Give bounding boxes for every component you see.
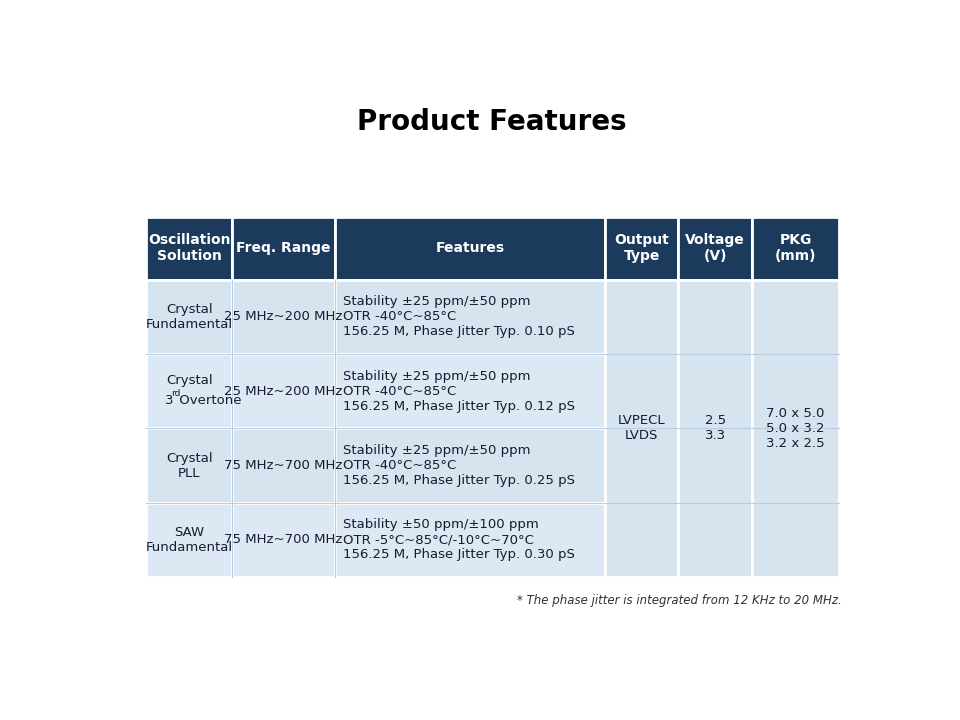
Bar: [146, 354, 232, 428]
Bar: [232, 280, 335, 354]
Text: SAW
Fundamental: SAW Fundamental: [146, 526, 232, 554]
Text: Crystal: Crystal: [166, 374, 212, 387]
Text: Stability ±25 ppm/±50 ppm
OTR -40°C~85°C
156.25 M, Phase Jitter Typ. 0.12 pS: Stability ±25 ppm/±50 ppm OTR -40°C~85°C…: [344, 370, 575, 413]
Text: Freq. Range: Freq. Range: [236, 241, 331, 255]
Bar: [232, 428, 335, 503]
Text: Stability ±25 ppm/±50 ppm
OTR -40°C~85°C
156.25 M, Phase Jitter Typ. 0.10 pS: Stability ±25 ppm/±50 ppm OTR -40°C~85°C…: [344, 295, 575, 338]
Bar: [335, 217, 605, 280]
Text: LVPECL
LVDS: LVPECL LVDS: [618, 415, 665, 442]
Text: * The phase jitter is integrated from 12 KHz to 20 MHz.: * The phase jitter is integrated from 12…: [516, 595, 842, 608]
Text: rd: rd: [171, 389, 180, 398]
Bar: [232, 354, 335, 428]
Text: Output
Type: Output Type: [614, 233, 669, 264]
Text: 25 MHz~200 MHz: 25 MHz~200 MHz: [225, 384, 343, 397]
Text: PKG
(mm): PKG (mm): [775, 233, 816, 264]
Bar: [335, 428, 605, 503]
Bar: [146, 503, 232, 577]
Bar: [335, 503, 605, 577]
Text: 3: 3: [165, 394, 174, 407]
Text: 2.5
3.3: 2.5 3.3: [705, 415, 726, 442]
Text: 25 MHz~200 MHz: 25 MHz~200 MHz: [225, 310, 343, 323]
Bar: [679, 217, 752, 280]
Text: Oscillation
Solution: Oscillation Solution: [148, 233, 230, 264]
Text: 7.0 x 5.0
5.0 x 3.2
3.2 x 2.5: 7.0 x 5.0 5.0 x 3.2 3.2 x 2.5: [766, 407, 825, 450]
Bar: [146, 280, 232, 354]
Bar: [335, 354, 605, 428]
Bar: [752, 280, 839, 577]
Text: Overtone: Overtone: [176, 394, 242, 407]
Bar: [679, 280, 752, 577]
Bar: [605, 280, 679, 577]
Text: Stability ±25 ppm/±50 ppm
OTR -40°C~85°C
156.25 M, Phase Jitter Typ. 0.25 pS: Stability ±25 ppm/±50 ppm OTR -40°C~85°C…: [344, 444, 575, 487]
Bar: [232, 503, 335, 577]
Bar: [335, 280, 605, 354]
Text: Crystal
Fundamental: Crystal Fundamental: [146, 303, 232, 331]
Bar: [605, 217, 679, 280]
Bar: [146, 428, 232, 503]
Text: 75 MHz~700 MHz: 75 MHz~700 MHz: [225, 534, 343, 546]
Text: Features: Features: [436, 241, 505, 255]
Bar: [232, 217, 335, 280]
Bar: [752, 217, 839, 280]
Text: Crystal
PLL: Crystal PLL: [166, 451, 212, 480]
Text: Product Features: Product Features: [357, 109, 627, 136]
Text: Stability ±50 ppm/±100 ppm
OTR -5°C~85°C/-10°C~70°C
156.25 M, Phase Jitter Typ. : Stability ±50 ppm/±100 ppm OTR -5°C~85°C…: [344, 518, 575, 562]
Text: 75 MHz~700 MHz: 75 MHz~700 MHz: [225, 459, 343, 472]
Bar: [146, 217, 232, 280]
Text: Voltage
(V): Voltage (V): [685, 233, 745, 264]
